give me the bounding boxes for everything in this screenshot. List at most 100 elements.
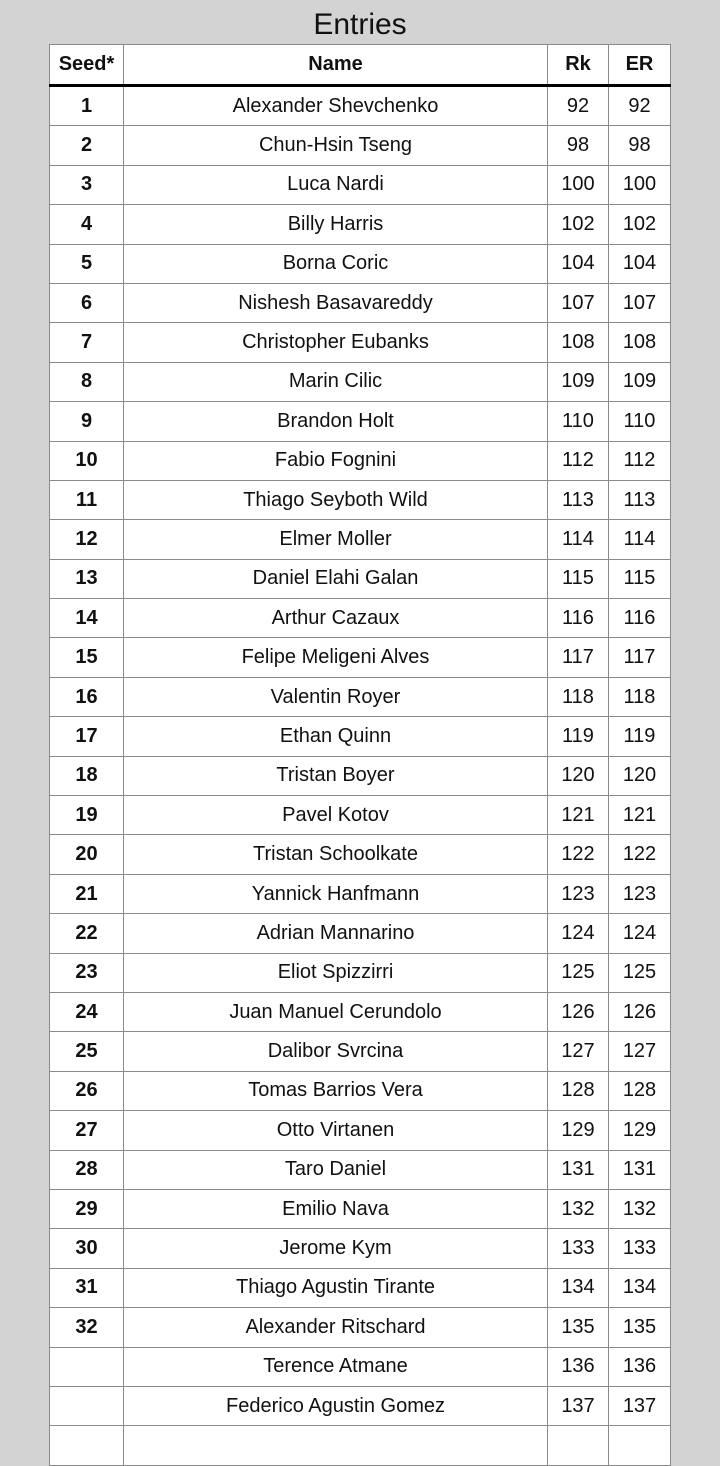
cell-er: 100 bbox=[608, 164, 671, 206]
cell-name: Tristan Schoolkate bbox=[123, 834, 548, 875]
table-row: Terence Atmane 136 136 bbox=[49, 1346, 671, 1387]
cell-er: 113 bbox=[608, 479, 671, 521]
table-row: 3 Luca Nardi 100 100 bbox=[49, 164, 671, 206]
table-row: 21 Yannick Hanfmann 123 123 bbox=[49, 873, 671, 915]
column-header-seed[interactable]: Seed* bbox=[49, 44, 124, 87]
cell-er: 119 bbox=[608, 716, 671, 757]
table-row: 15 Felipe Meligeni Alves 117 117 bbox=[49, 637, 671, 678]
page-title: Entries bbox=[313, 8, 407, 41]
cell-seed: 24 bbox=[49, 991, 124, 1033]
cell-name: Daniel Elahi Galan bbox=[123, 558, 548, 600]
table-row: 13 Daniel Elahi Galan 115 115 bbox=[49, 558, 671, 600]
cell-er: 121 bbox=[608, 795, 671, 836]
cell-rk: 114 bbox=[547, 519, 609, 560]
cell-seed: 1 bbox=[49, 84, 124, 127]
cell-rk: 108 bbox=[547, 322, 609, 363]
column-header-name[interactable]: Name bbox=[123, 44, 548, 87]
cell-seed: 25 bbox=[49, 1031, 124, 1072]
table-row: 27 Otto Virtanen 129 129 bbox=[49, 1110, 671, 1151]
cell-name: Brandon Holt bbox=[123, 401, 548, 442]
cell-er: 135 bbox=[608, 1307, 671, 1348]
table-row: 6 Nishesh Basavareddy 107 107 bbox=[49, 282, 671, 324]
table-row: 32 Alexander Ritschard 135 135 bbox=[49, 1307, 671, 1348]
cell-seed: 31 bbox=[49, 1267, 124, 1309]
cell-rk bbox=[547, 1425, 609, 1466]
cell-rk: 116 bbox=[547, 598, 609, 639]
cell-seed: 2 bbox=[49, 125, 124, 166]
table-row: Federico Agustin Gomez 137 137 bbox=[49, 1385, 671, 1427]
cell-er: 109 bbox=[608, 361, 671, 403]
cell-name: Pavel Kotov bbox=[123, 795, 548, 836]
cell-seed: 9 bbox=[49, 401, 124, 442]
cell-er: 126 bbox=[608, 991, 671, 1033]
cell-er: 115 bbox=[608, 558, 671, 600]
table-row: 2 Chun-Hsin Tseng 98 98 bbox=[49, 125, 671, 166]
table-row: 10 Fabio Fognini 112 112 bbox=[49, 440, 671, 481]
cell-rk: 135 bbox=[547, 1307, 609, 1348]
cell-er: 108 bbox=[608, 322, 671, 363]
cell-er bbox=[608, 1425, 671, 1466]
cell-rk: 122 bbox=[547, 834, 609, 875]
entries-table: Seed* Name Rk ER 1 Alexander Shevchenko 92… bbox=[49, 44, 671, 1466]
cell-er: 118 bbox=[608, 676, 671, 718]
cell-rk: 121 bbox=[547, 795, 609, 836]
table-row: 29 Emilio Nava 132 132 bbox=[49, 1188, 671, 1230]
cell-name: Adrian Mannarino bbox=[123, 913, 548, 954]
cell-rk: 115 bbox=[547, 558, 609, 600]
cell-er: 98 bbox=[608, 125, 671, 166]
cell-er: 125 bbox=[608, 952, 671, 993]
cell-rk: 104 bbox=[547, 243, 609, 284]
cell-name: Borna Coric bbox=[123, 243, 548, 284]
cell-name: Dalibor Svrcina bbox=[123, 1031, 548, 1072]
cell-rk: 123 bbox=[547, 873, 609, 915]
cell-name: Ethan Quinn bbox=[123, 716, 548, 757]
table-row: 12 Elmer Moller 114 114 bbox=[49, 519, 671, 560]
cell-er: 129 bbox=[608, 1110, 671, 1151]
cell-name: Luca Nardi bbox=[123, 164, 548, 206]
cell-seed: 26 bbox=[49, 1070, 124, 1112]
cell-er: 107 bbox=[608, 282, 671, 324]
cell-rk: 128 bbox=[547, 1070, 609, 1112]
cell-name: Tomas Barrios Vera bbox=[123, 1070, 548, 1112]
cell-seed bbox=[49, 1425, 124, 1466]
cell-seed: 20 bbox=[49, 834, 124, 875]
cell-er: 136 bbox=[608, 1346, 671, 1387]
table-row: 24 Juan Manuel Cerundolo 126 126 bbox=[49, 991, 671, 1033]
cell-er: 128 bbox=[608, 1070, 671, 1112]
cell-rk: 102 bbox=[547, 204, 609, 245]
cell-rk: 132 bbox=[547, 1188, 609, 1230]
table-row: 18 Tristan Boyer 120 120 bbox=[49, 755, 671, 797]
cell-seed: 16 bbox=[49, 676, 124, 718]
table-body: 1 Alexander Shevchenko 92 92 2 Chun-Hsin Tsen… bbox=[49, 84, 671, 1466]
table-row: 25 Dalibor Svrcina 127 127 bbox=[49, 1031, 671, 1072]
cell-rk: 110 bbox=[547, 401, 609, 442]
cell-rk: 119 bbox=[547, 716, 609, 757]
cell-seed bbox=[49, 1385, 124, 1427]
column-header-rk[interactable]: Rk bbox=[547, 44, 609, 87]
cell-name: Billy Harris bbox=[123, 204, 548, 245]
cell-er: 116 bbox=[608, 598, 671, 639]
cell-name: Emilio Nava bbox=[123, 1188, 548, 1230]
cell-seed: 30 bbox=[49, 1228, 124, 1269]
cell-name bbox=[123, 1425, 548, 1466]
cell-er: 122 bbox=[608, 834, 671, 875]
cell-er: 110 bbox=[608, 401, 671, 442]
table-row: 14 Arthur Cazaux 116 116 bbox=[49, 598, 671, 639]
cell-seed: 13 bbox=[49, 558, 124, 600]
cell-name: Juan Manuel Cerundolo bbox=[123, 991, 548, 1033]
cell-seed: 22 bbox=[49, 913, 124, 954]
cell-name: Yannick Hanfmann bbox=[123, 873, 548, 915]
cell-seed: 5 bbox=[49, 243, 124, 284]
cell-rk: 118 bbox=[547, 676, 609, 718]
table-header-row: Seed* Name Rk ER bbox=[49, 44, 671, 87]
cell-rk: 133 bbox=[547, 1228, 609, 1269]
column-header-er[interactable]: ER bbox=[608, 44, 671, 87]
cell-seed: 15 bbox=[49, 637, 124, 678]
cell-seed: 12 bbox=[49, 519, 124, 560]
cell-seed: 10 bbox=[49, 440, 124, 481]
cell-rk: 137 bbox=[547, 1385, 609, 1427]
table-row: 22 Adrian Mannarino 124 124 bbox=[49, 913, 671, 954]
cell-seed: 29 bbox=[49, 1188, 124, 1230]
cell-seed: 11 bbox=[49, 479, 124, 521]
cell-name: Chun-Hsin Tseng bbox=[123, 125, 548, 166]
